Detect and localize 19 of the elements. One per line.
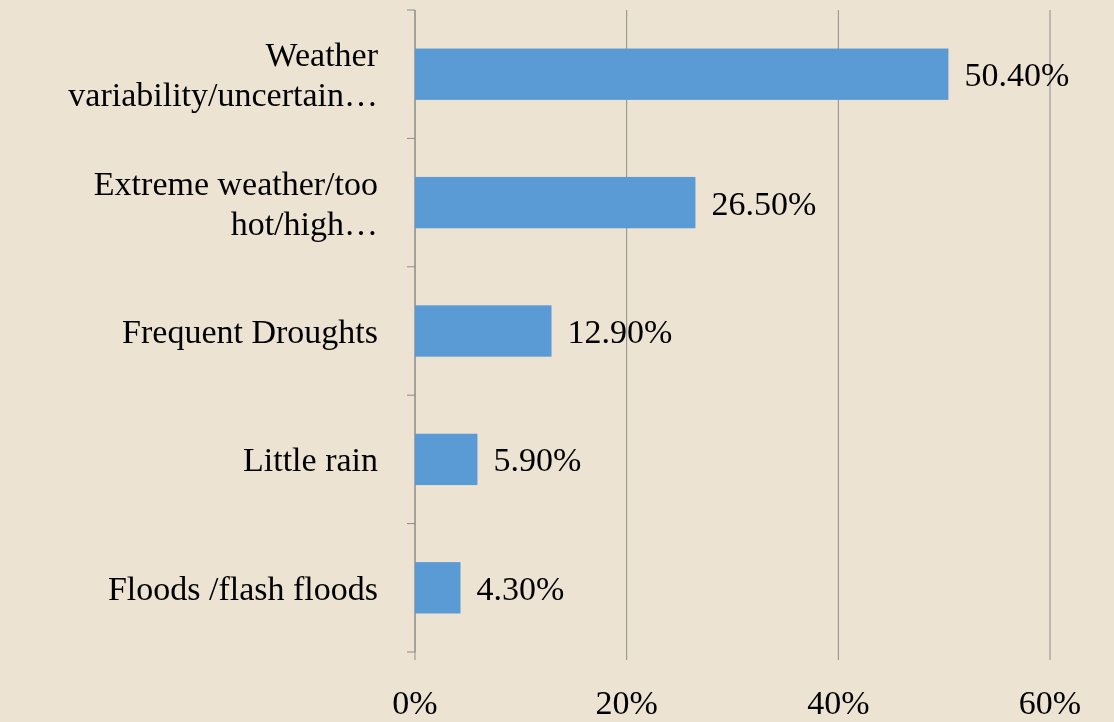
data-label: 5.90% — [493, 441, 582, 479]
bar — [415, 562, 461, 614]
x-tick-label: 0% — [392, 684, 438, 721]
y-tick-label: Weather variability/uncertain… — [68, 36, 379, 114]
bar — [415, 433, 478, 486]
x-tick-label: 40% — [807, 684, 870, 721]
bar — [415, 176, 696, 229]
y-tick-label: Floods /flash floods — [107, 569, 378, 607]
y-tick-label: Little rain — [242, 441, 378, 479]
data-label: 12.90% — [567, 313, 673, 350]
x-tick-label: 60% — [1018, 684, 1082, 721]
bar — [415, 48, 949, 100]
y-tick-label: Extreme weather/too hot/high… — [93, 164, 378, 242]
x-tick-label: 20% — [595, 684, 658, 721]
data-label: 4.30% — [476, 569, 565, 607]
y-tick-label: Frequent Droughts — [122, 313, 378, 350]
data-label: 26.50% — [711, 184, 817, 222]
data-label: 50.40% — [964, 56, 1070, 94]
bar — [415, 305, 552, 357]
